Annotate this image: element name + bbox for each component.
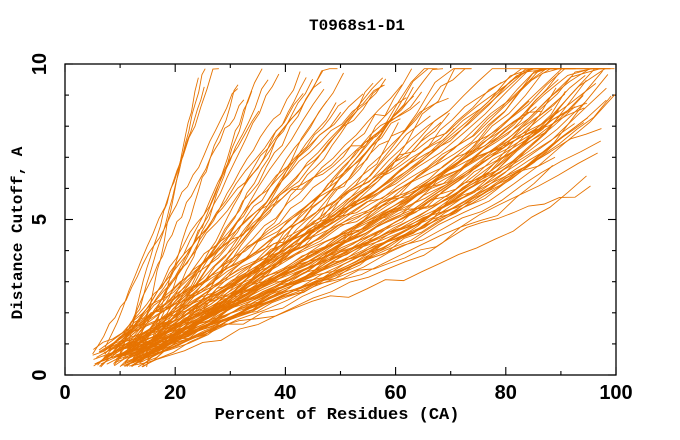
svg-text:20: 20: [164, 382, 186, 404]
svg-text:80: 80: [495, 382, 517, 404]
svg-text:10: 10: [29, 53, 51, 75]
svg-text:40: 40: [274, 382, 296, 404]
svg-text:0: 0: [59, 382, 70, 404]
svg-text:5: 5: [29, 214, 51, 225]
svg-text:100: 100: [599, 382, 632, 404]
svg-text:0: 0: [29, 369, 51, 380]
svg-text:60: 60: [384, 382, 406, 404]
